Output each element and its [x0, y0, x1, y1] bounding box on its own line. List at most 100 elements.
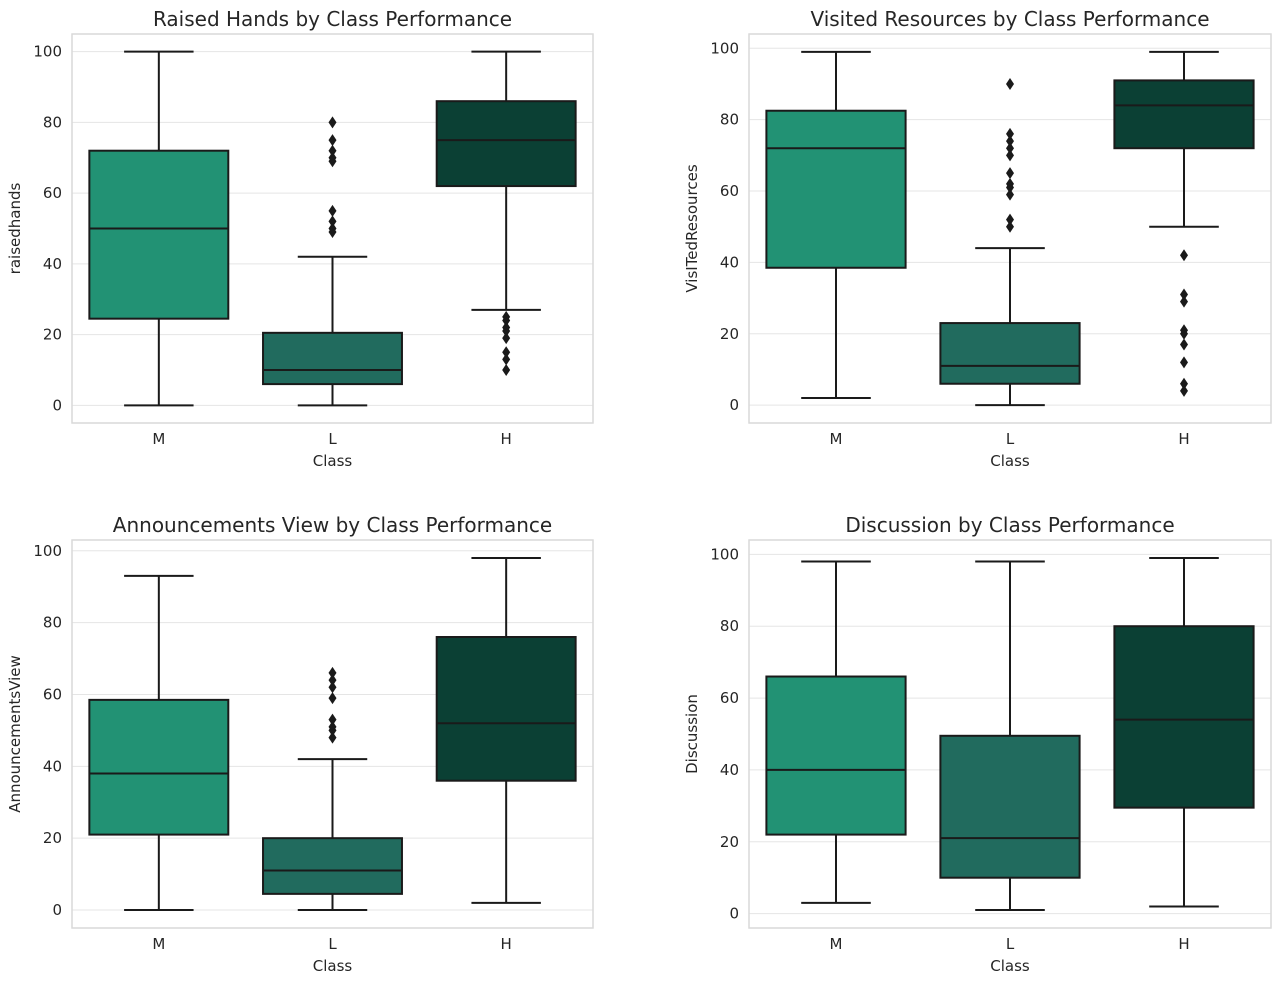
outlier-point: [328, 666, 337, 679]
outlier-point: [328, 215, 337, 228]
x-tick-label: H: [501, 935, 512, 953]
outlier-point: [1006, 135, 1014, 148]
chart-title: Visited Resources by Class Performance: [810, 7, 1209, 31]
box-L: [939, 560, 1081, 912]
y-axis-label: AnnouncementsView: [6, 655, 24, 813]
y-tick-label: 20: [43, 326, 62, 344]
box-body: [262, 331, 403, 386]
outlier-point: [1006, 177, 1014, 190]
chart-title: Raised Hands by Class Performance: [153, 7, 512, 31]
y-tick-label: 40: [720, 761, 739, 779]
outlier-point: [328, 204, 337, 217]
box-H: [1113, 50, 1255, 397]
outlier-point: [1006, 220, 1014, 233]
y-tick-label: 0: [729, 905, 739, 923]
outlier-point: [1006, 213, 1014, 226]
x-axis-label: Class: [990, 452, 1030, 470]
box-M: [88, 50, 230, 407]
chart-panel-4: 0 20 40 60 80 100 M L H Discussion by Class Perfo…: [683, 513, 1272, 975]
x-tick-label: L: [328, 430, 337, 448]
box-body: [262, 837, 403, 895]
y-tick-label: 0: [52, 901, 62, 919]
y-tick-label: 20: [720, 833, 739, 851]
outlier-point: [328, 144, 337, 157]
x-tick-label: H: [1178, 935, 1189, 953]
outlier-point: [1180, 377, 1188, 390]
box-M: [88, 574, 230, 912]
y-tick-label: 60: [720, 182, 739, 200]
outlier-point: [1180, 356, 1188, 369]
outlier-point: [1006, 127, 1014, 140]
outlier-point: [328, 731, 337, 744]
box-L: [262, 116, 403, 407]
box-M: [765, 50, 907, 400]
x-tick-label: M: [152, 430, 165, 448]
outlier-point: [1006, 77, 1014, 90]
y-tick-label: 40: [43, 255, 62, 273]
outlier-point: [328, 692, 337, 705]
box-body: [435, 100, 577, 188]
box-body: [435, 636, 577, 782]
x-tick-label: L: [1006, 430, 1015, 448]
box-body: [765, 675, 907, 836]
axes-frame: [71, 33, 594, 424]
outlier-point: [1180, 324, 1188, 337]
chart-panel-2: 0 20 40 60 80 100 M L H Visited Resources by Clas…: [683, 7, 1272, 470]
outlier-point: [1180, 288, 1188, 301]
box-body: [765, 109, 907, 269]
x-tick-label: L: [1006, 935, 1015, 953]
x-tick-label: L: [328, 935, 337, 953]
box-H: [435, 556, 577, 904]
y-tick-label: 60: [43, 685, 62, 703]
y-axis-label: raisedhands: [6, 183, 24, 275]
outlier-point: [1180, 249, 1188, 262]
y-tick-label: 20: [43, 829, 62, 847]
outlier-point: [1006, 167, 1014, 180]
outlier-point: [1006, 142, 1014, 155]
outlier-point: [328, 681, 337, 694]
box-body: [1113, 79, 1255, 150]
outlier-point: [1180, 384, 1188, 397]
outlier-point: [502, 310, 511, 323]
outlier-point: [502, 363, 511, 376]
y-axis-label: VisITedResources: [683, 164, 701, 292]
y-tick-label: 100: [33, 542, 62, 560]
x-tick-label: H: [501, 430, 512, 448]
box-body: [1113, 625, 1255, 809]
x-axis-label: Class: [313, 452, 353, 470]
outlier-point: [1006, 149, 1014, 162]
y-axis-label: Discussion: [683, 694, 701, 774]
y-tick-label: 40: [43, 757, 62, 775]
box-body: [939, 734, 1081, 879]
y-tick-label: 0: [52, 396, 62, 414]
y-tick-label: 80: [720, 111, 739, 129]
outlier-point: [502, 353, 511, 366]
x-axis-label: Class: [990, 957, 1030, 975]
y-tick-label: 40: [720, 253, 739, 271]
chart-panel-3: 0 20 40 60 80 100 M L H Announcements View by Cla…: [6, 513, 594, 975]
chart-title: Discussion by Class Performance: [845, 513, 1174, 537]
outlier-point: [328, 222, 337, 235]
outlier-point: [328, 674, 337, 687]
outlier-point: [328, 720, 337, 733]
outlier-point: [1180, 295, 1188, 308]
box-body: [939, 322, 1081, 385]
y-tick-label: 100: [710, 545, 739, 563]
y-tick-label: 60: [720, 689, 739, 707]
outlier-point: [328, 713, 337, 726]
outlier-point: [502, 321, 511, 334]
box-L: [939, 77, 1081, 407]
y-tick-label: 0: [729, 396, 739, 414]
y-tick-label: 100: [33, 43, 62, 61]
box-H: [435, 50, 577, 376]
axes-frame: [71, 539, 594, 929]
outlier-point: [328, 151, 337, 164]
outlier-point: [502, 346, 511, 359]
x-tick-label: M: [152, 935, 165, 953]
box-M: [765, 560, 907, 904]
chart-panel-1: 0 20 40 60 80 100 M L H Raised Hands by Class Per…: [6, 7, 594, 470]
y-tick-label: 80: [720, 617, 739, 635]
box-body: [88, 698, 230, 836]
